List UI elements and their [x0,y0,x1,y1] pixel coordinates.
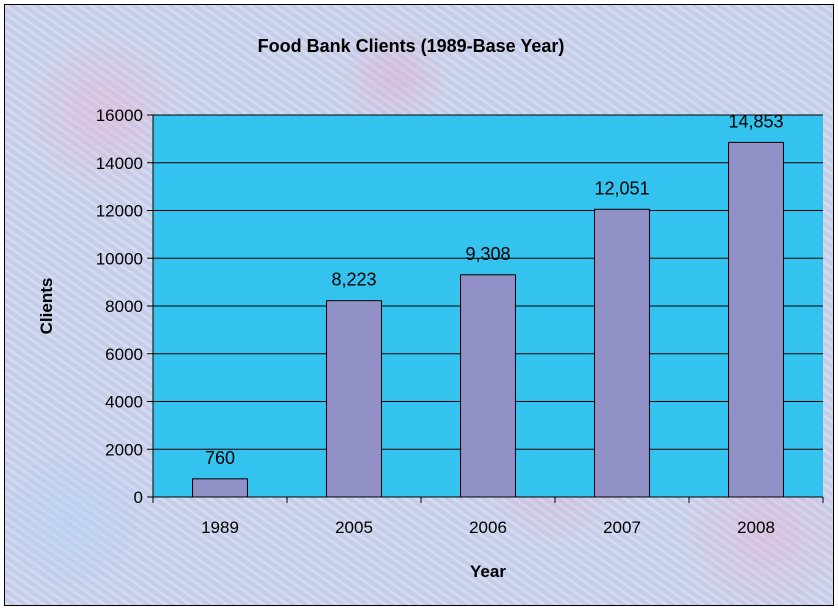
x-tick-label: 2007 [603,518,641,537]
data-label: 8,223 [331,270,376,290]
data-labels: 760 8,223 9,308 12,051 14,853 [205,111,784,467]
y-axis-title: Clients [37,278,56,335]
bar [728,141,784,498]
bar [326,300,382,498]
data-label: 14,853 [728,111,783,131]
x-tick-label: 2008 [737,518,775,537]
y-tick-label: 10000 [96,249,143,268]
y-tick-label: 2000 [105,440,143,459]
y-tick-label: 8000 [105,297,143,316]
y-tick-label: 0 [134,488,143,507]
data-label: 9,308 [465,244,510,264]
y-tick-label: 16000 [96,106,143,125]
bar-chart: Food Bank Clients (1989-Base Year) 0 2000… [37,36,824,581]
chart-area: Food Bank Clients (1989-Base Year) 0 2000… [4,4,834,606]
chart-title: Food Bank Clients (1989-Base Year) [258,36,565,56]
bar [460,274,516,498]
y-tick-label: 12000 [96,202,143,221]
data-label: 760 [205,448,235,468]
y-tick-label: 4000 [105,393,143,412]
y-tick-label: 14000 [96,154,143,173]
x-tick-label: 2006 [469,518,507,537]
data-label: 12,051 [594,178,649,198]
x-axis-title: Year [470,562,506,581]
axes: 0 2000 4000 6000 8000 10000 12000 14000 16000 198… [96,106,824,537]
bar [192,478,248,498]
bars [192,141,784,498]
bar [594,208,650,498]
y-tick-label: 6000 [105,345,143,364]
x-tick-label: 1989 [201,518,239,537]
x-tick-label: 2005 [335,518,373,537]
